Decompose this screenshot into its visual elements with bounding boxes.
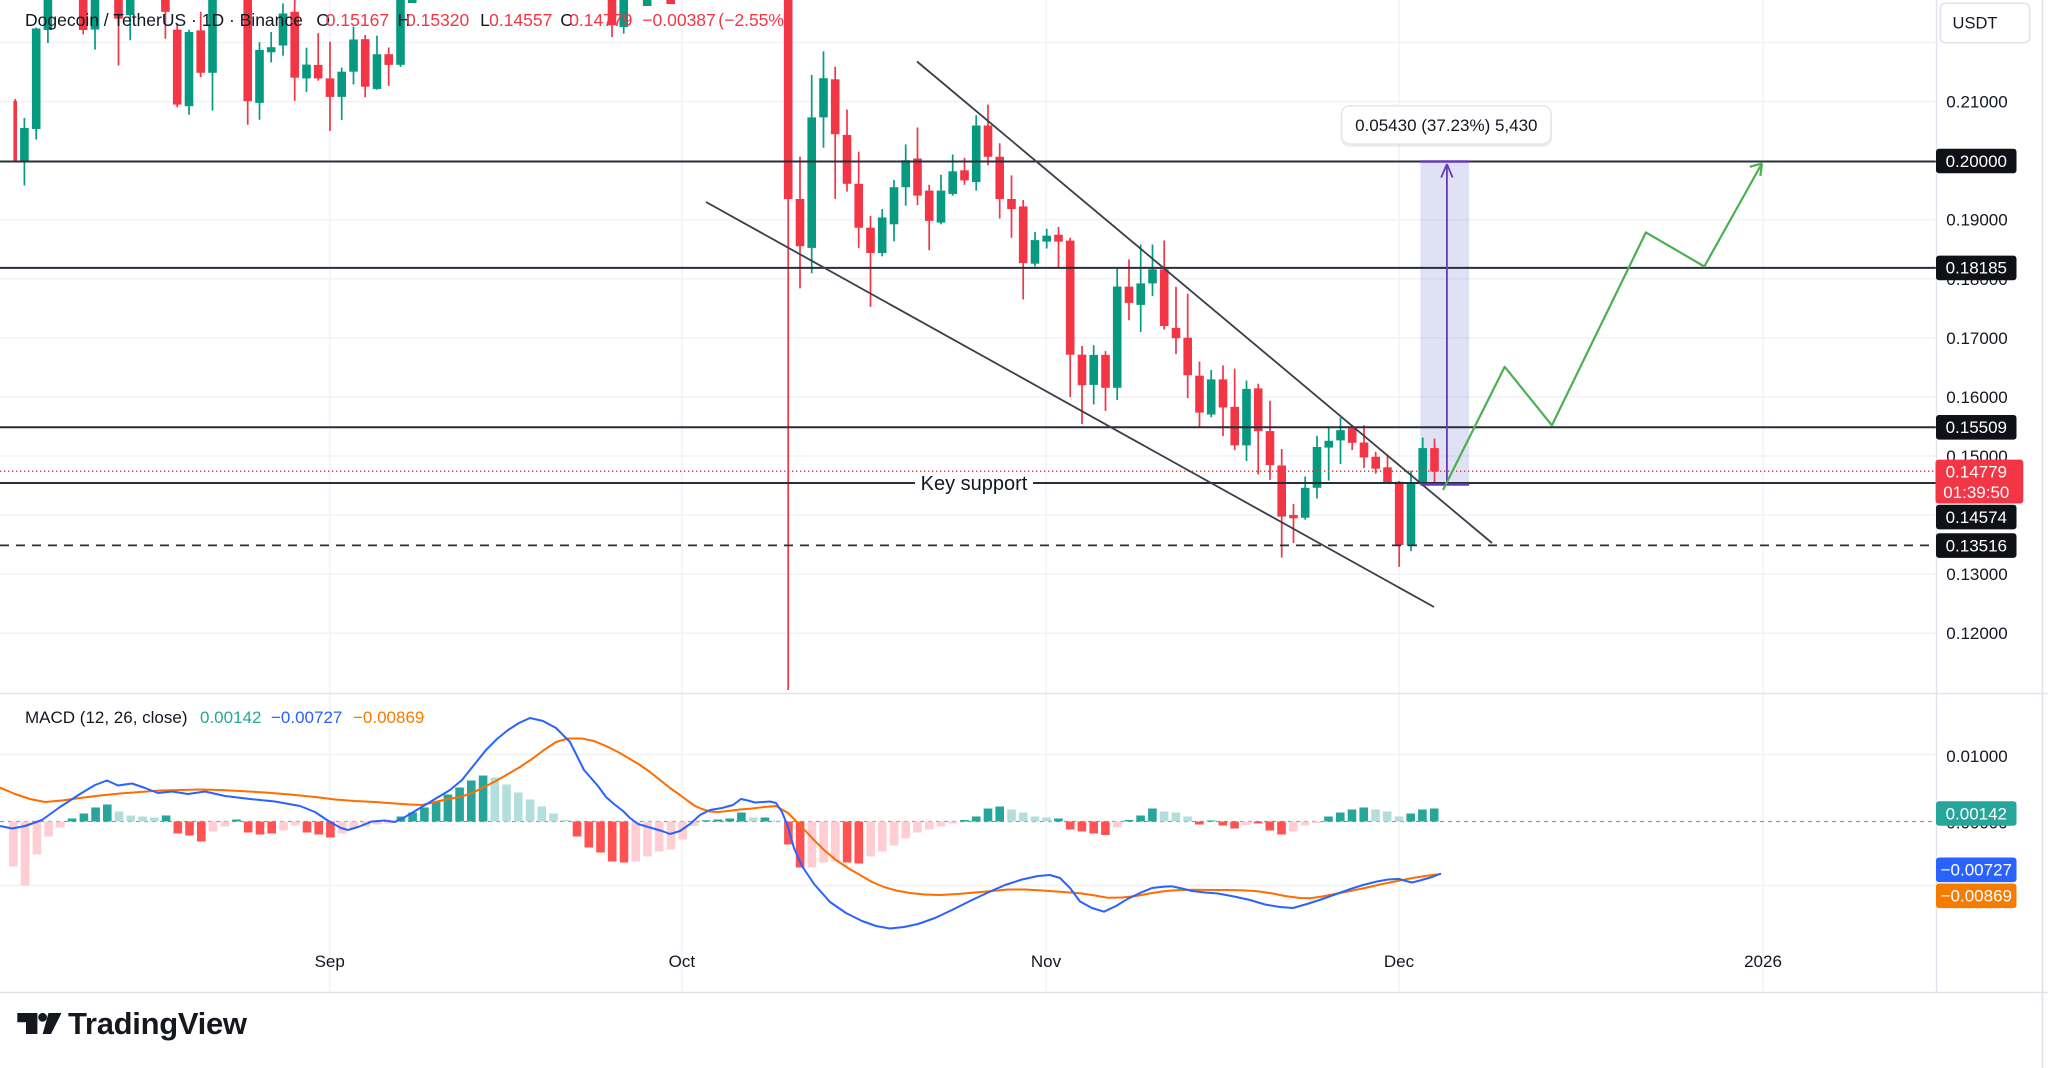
svg-text:(−2.55%): (−2.55%) [718, 10, 790, 30]
svg-text:2026: 2026 [1744, 952, 1782, 971]
svg-text:USDT: USDT [1953, 15, 1998, 33]
svg-text:0.15509: 0.15509 [1946, 418, 2007, 437]
svg-text:0.14557: 0.14557 [489, 10, 552, 30]
svg-text:H: H [398, 10, 411, 30]
svg-text:0.15167: 0.15167 [326, 10, 389, 30]
svg-text:Dogecoin / TetherUS · 1D · Bin: Dogecoin / TetherUS · 1D · Binance [25, 10, 303, 30]
svg-text:TradingView: TradingView [68, 1006, 248, 1041]
svg-text:O: O [316, 10, 330, 30]
svg-text:0.13000: 0.13000 [1946, 565, 2007, 584]
svg-text:Nov: Nov [1031, 952, 1062, 971]
svg-text:L: L [480, 10, 490, 30]
svg-text:0.14779: 0.14779 [569, 10, 632, 30]
svg-text:0.05430 (37.23%) 5,430: 0.05430 (37.23%) 5,430 [1355, 116, 1537, 135]
svg-text:0.15320: 0.15320 [406, 10, 470, 30]
svg-text:0.21000: 0.21000 [1946, 93, 2007, 112]
svg-text:MACD (12, 26, close): MACD (12, 26, close) [25, 708, 188, 727]
svg-text:0.16000: 0.16000 [1946, 388, 2007, 407]
svg-text:−0.00387: −0.00387 [642, 10, 715, 30]
svg-text:−0.00869: −0.00869 [1941, 887, 2012, 906]
svg-text:0.00142: 0.00142 [1946, 804, 2007, 823]
svg-text:−0.00869: −0.00869 [353, 708, 424, 727]
svg-text:Sep: Sep [315, 952, 345, 971]
svg-text:Key support: Key support [921, 473, 1028, 495]
svg-text:0.13516: 0.13516 [1946, 536, 2007, 555]
svg-text:−0.00727: −0.00727 [1941, 861, 2012, 880]
svg-text:0.01000: 0.01000 [1946, 747, 2007, 766]
svg-text:Oct: Oct [669, 952, 696, 971]
svg-text:0.14779: 0.14779 [1946, 463, 2007, 482]
svg-text:0.14574: 0.14574 [1946, 508, 2007, 527]
svg-text:C: C [560, 10, 573, 30]
svg-text:Dec: Dec [1384, 952, 1415, 971]
svg-text:−0.00727: −0.00727 [271, 708, 342, 727]
svg-text:0.12000: 0.12000 [1946, 624, 2007, 643]
svg-text:0.18185: 0.18185 [1946, 259, 2007, 278]
svg-text:0.20000: 0.20000 [1946, 152, 2007, 171]
svg-text:0.17000: 0.17000 [1946, 329, 2007, 348]
svg-text:0.19000: 0.19000 [1946, 211, 2007, 230]
svg-text:0.00142: 0.00142 [200, 708, 261, 727]
svg-text:01:39:50: 01:39:50 [1943, 483, 2009, 502]
